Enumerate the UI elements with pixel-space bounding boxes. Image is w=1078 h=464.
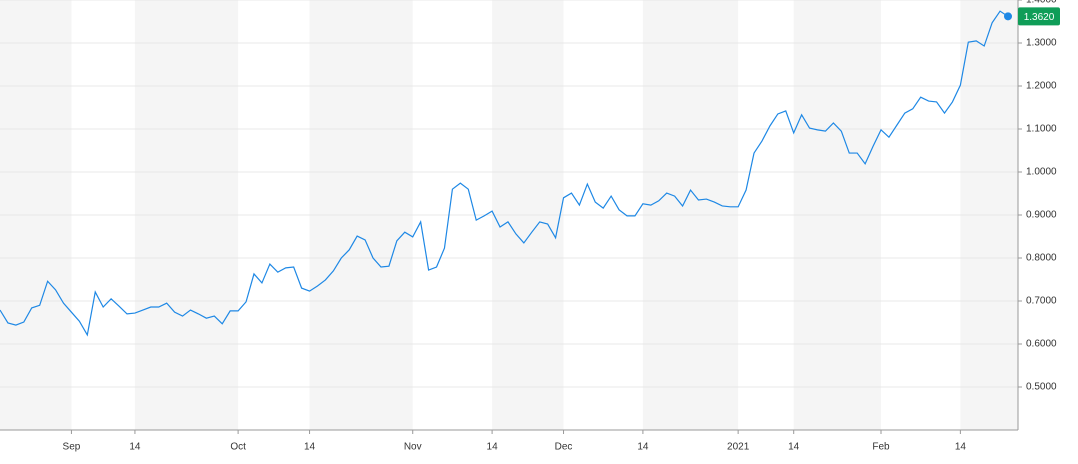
y-tick-label: 0.9000 xyxy=(1026,210,1057,221)
x-tick-label: 14 xyxy=(487,442,499,453)
y-tick-label: 0.8000 xyxy=(1026,253,1057,264)
y-tick-label: 1.0000 xyxy=(1026,167,1057,178)
y-tick-label: 1.2000 xyxy=(1026,81,1057,92)
x-tick-label: Sep xyxy=(63,442,81,453)
y-tick-label: 1.4000 xyxy=(1026,0,1057,6)
price-label: 1.3620 xyxy=(1024,12,1055,23)
last-point xyxy=(1004,12,1012,21)
y-tick-label: 0.7000 xyxy=(1026,296,1057,307)
price-label-box xyxy=(1018,7,1060,26)
x-tick-label: 14 xyxy=(129,442,141,453)
y-tick-label: 1.3000 xyxy=(1026,38,1057,49)
x-tick-label: Dec xyxy=(555,442,573,453)
x-tick-label: 14 xyxy=(304,442,316,453)
x-tick-label: Feb xyxy=(872,442,890,453)
x-tick-label: Oct xyxy=(230,442,246,453)
x-tick-label: 14 xyxy=(955,442,967,453)
x-tick-label: 14 xyxy=(637,442,649,453)
x-tick-label: Nov xyxy=(404,442,422,453)
x-tick-label: 2021 xyxy=(727,442,750,453)
line xyxy=(0,10,1009,337)
y-tick-label: 0.6000 xyxy=(1026,339,1057,350)
y-tick-label: 1.1000 xyxy=(1026,124,1057,135)
x-tick-label: 14 xyxy=(788,442,800,453)
y-tick-label: 0.5000 xyxy=(1026,382,1057,393)
